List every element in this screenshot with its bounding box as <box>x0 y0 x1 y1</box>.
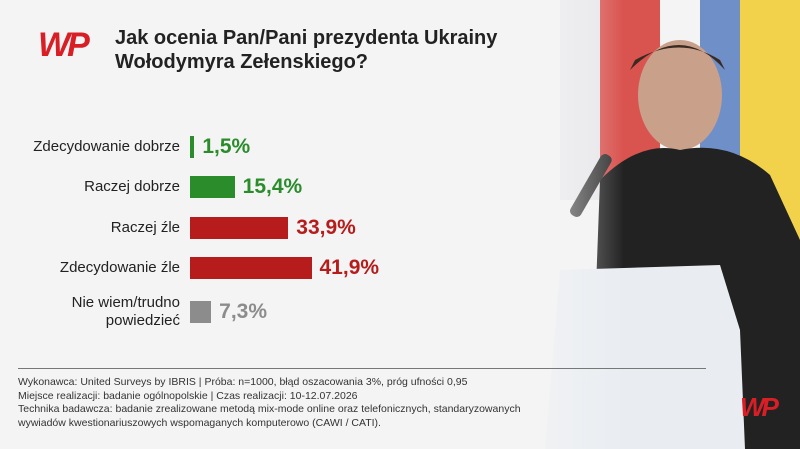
footnote: Wykonawca: United Surveys by IBRIS | Pró… <box>18 376 521 430</box>
divider <box>18 368 706 369</box>
value-label: 1,5% <box>202 135 251 158</box>
logo: WP <box>38 26 90 64</box>
category-label: Zdecydowanie dobrze <box>33 138 180 155</box>
value-label: 15,4% <box>242 175 303 198</box>
value-label: 33,9% <box>296 216 356 239</box>
category-label: Raczej źle <box>110 219 180 236</box>
footnote-line: Wykonawca: United Surveys by IBRIS | Pró… <box>18 376 468 388</box>
logo: WP <box>740 392 779 422</box>
bar <box>190 176 235 198</box>
bar <box>190 136 195 158</box>
value-label: 7,3% <box>219 300 268 323</box>
category-label: Raczej dobrze <box>84 178 180 195</box>
footnote-line: Miejsce realizacji: badanie ogólnopolski… <box>18 389 358 402</box>
value-label: 41,9% <box>319 256 380 279</box>
footnote-line: Technika badawcza: badanie zrealizowane … <box>18 403 521 415</box>
chart-title: Jak ocenia Pan/Pani prezydenta Ukrainy W… <box>115 27 498 73</box>
category-label: Zdecydowanie źle <box>59 259 180 276</box>
bar <box>190 301 212 323</box>
category-label: Nie wiem/trudno powiedzieć <box>71 294 180 329</box>
bar <box>190 257 312 279</box>
footnote-line: wywiadów kwestionariuszowych wspomaganyc… <box>18 416 381 429</box>
bar <box>190 217 289 239</box>
